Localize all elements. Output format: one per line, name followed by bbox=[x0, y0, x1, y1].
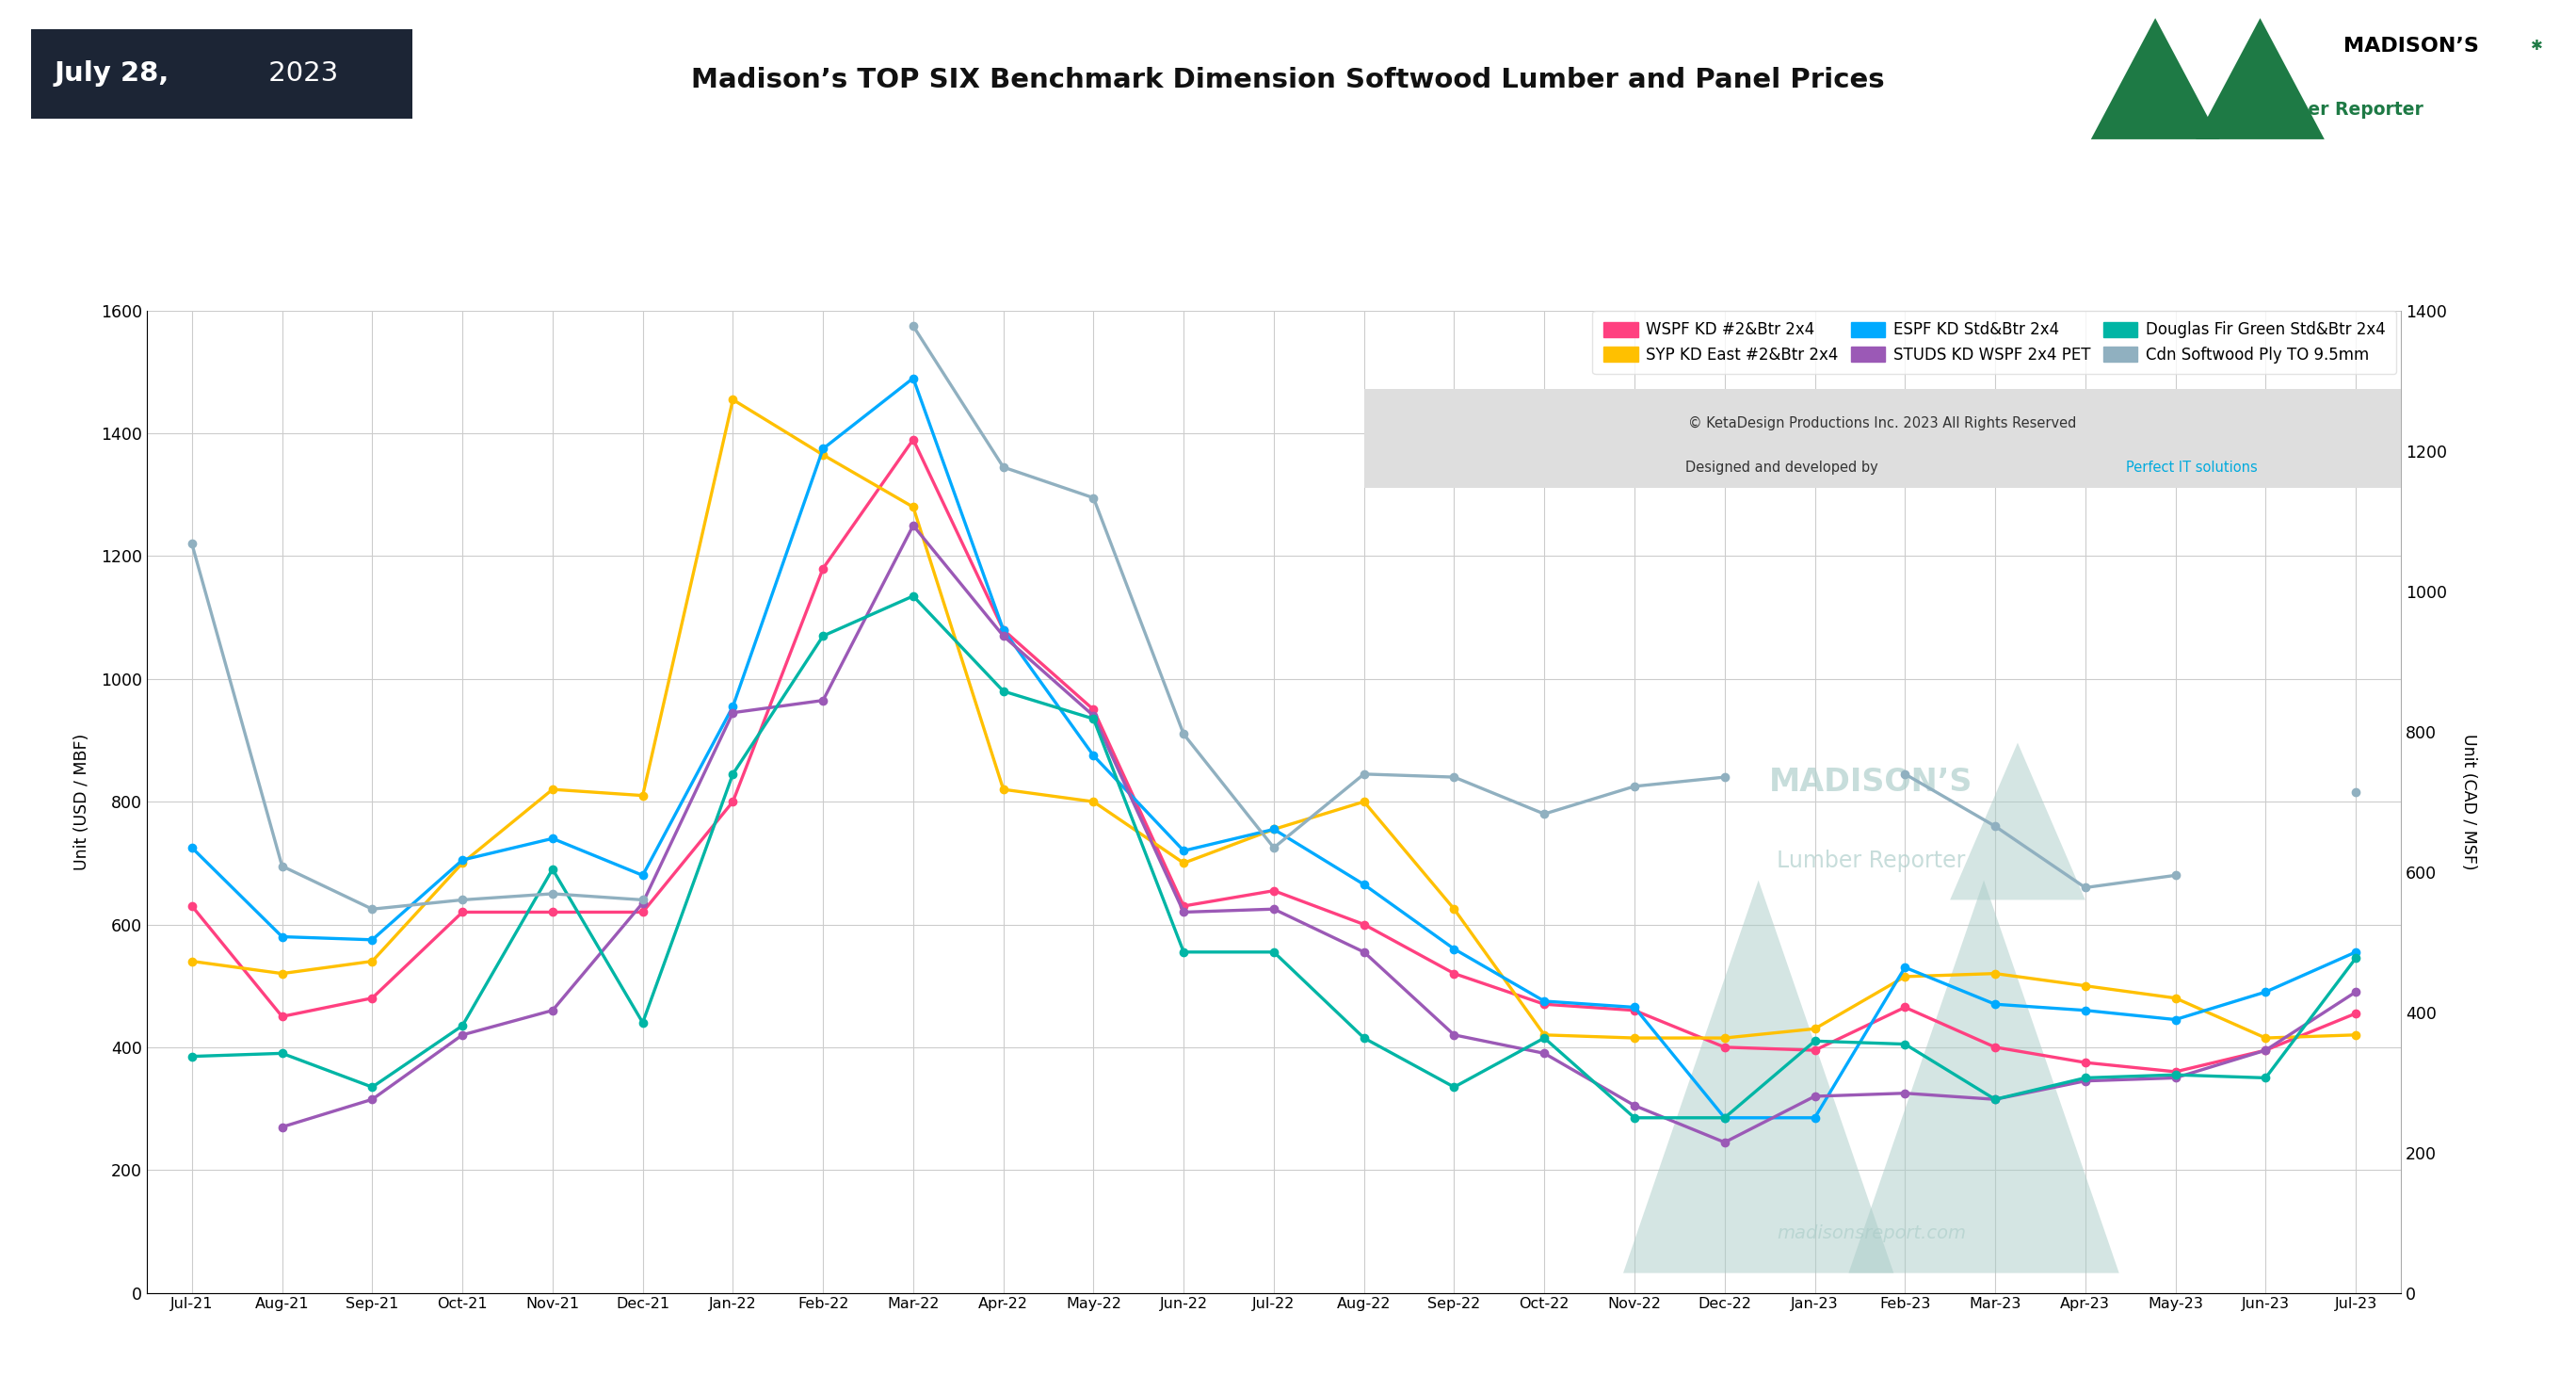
Text: Designed and developed by: Designed and developed by bbox=[1685, 461, 1883, 475]
Text: © KetaDesign Productions Inc. 2023 All Rights Reserved: © KetaDesign Productions Inc. 2023 All R… bbox=[1687, 417, 2076, 430]
Legend: WSPF KD #2&Btr 2x4, SYP KD East #2&Btr 2x4, ESPF KD Std&Btr 2x4, STUDS KD WSPF 2: WSPF KD #2&Btr 2x4, SYP KD East #2&Btr 2… bbox=[1592, 311, 2396, 375]
Text: Madison’s TOP SIX Benchmark Dimension Softwood Lumber and Panel Prices: Madison’s TOP SIX Benchmark Dimension So… bbox=[690, 67, 1886, 93]
Polygon shape bbox=[2092, 18, 2221, 139]
Text: Lumber Reporter: Lumber Reporter bbox=[2254, 102, 2424, 118]
Polygon shape bbox=[1623, 880, 1893, 1273]
Text: MADISON’S: MADISON’S bbox=[1770, 766, 1973, 798]
Text: MADISON’S: MADISON’S bbox=[2344, 36, 2478, 56]
Y-axis label: Unit (USD / MBF): Unit (USD / MBF) bbox=[72, 733, 90, 871]
Polygon shape bbox=[1950, 742, 2087, 900]
Y-axis label: Unit (CAD / MSF): Unit (CAD / MSF) bbox=[2460, 734, 2478, 869]
Polygon shape bbox=[1850, 880, 2120, 1273]
Text: 2023: 2023 bbox=[260, 61, 337, 86]
Text: ✱: ✱ bbox=[2530, 39, 2543, 53]
Text: madisonsreport.com: madisonsreport.com bbox=[1777, 1224, 1965, 1243]
Text: July 28,: July 28, bbox=[54, 61, 170, 86]
Polygon shape bbox=[2195, 18, 2324, 139]
Text: Perfect IT solutions: Perfect IT solutions bbox=[2125, 461, 2257, 475]
Text: Lumber Reporter: Lumber Reporter bbox=[1777, 850, 1965, 872]
